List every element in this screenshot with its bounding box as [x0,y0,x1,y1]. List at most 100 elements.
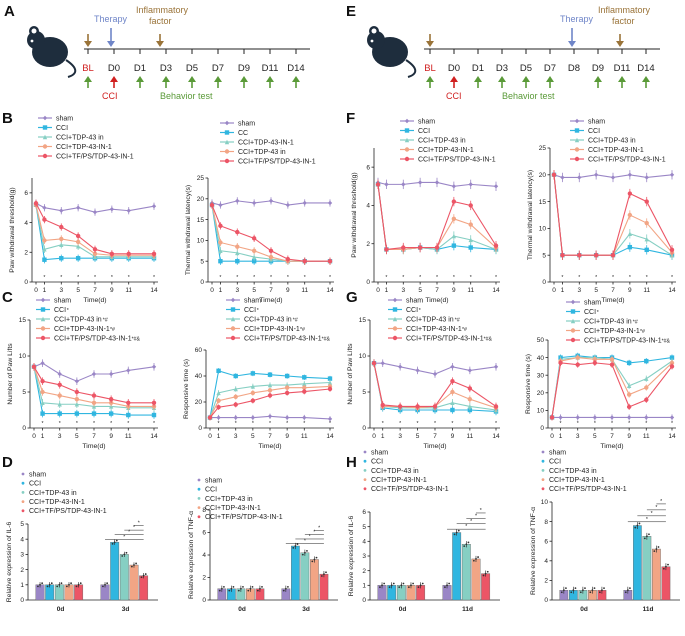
significance-mark: * [651,511,653,517]
legend-label: sham [238,120,255,127]
timeline-day-label: D0 [108,63,120,74]
data-point [251,248,257,253]
data-point [570,299,576,305]
data-point [626,360,632,366]
data-point [392,297,398,303]
data-point [218,202,223,208]
significance-mark: * [594,421,596,427]
series-line [374,362,497,375]
legend-label: sham [244,297,261,304]
data-point [467,404,473,409]
data-point [57,393,62,398]
data-point [267,388,273,393]
data-point [75,256,81,261]
legend-label: CCI [584,309,596,316]
legend-label: CCI+TF/PS/TDP-43-IN-1 [56,153,134,160]
series-line [33,366,154,416]
bar [129,564,139,601]
series-line [35,204,154,256]
data-point [302,375,307,380]
timeline-day-label: D9 [238,63,250,74]
y-tick-label: 2 [20,567,24,574]
significance-mark: * [253,275,255,281]
x-tick-label: 14 [150,433,158,440]
data-point [415,404,420,409]
data-dot [643,537,646,540]
data-dot [562,589,565,592]
data-point [216,405,221,410]
y-tick-label: 0 [540,425,544,432]
timeline-day-label: D1 [472,63,484,74]
data-point [108,397,114,402]
data-dot [113,541,116,544]
y-tick-label: 0 [362,425,366,432]
data-point [644,220,649,226]
data-dot [228,589,231,592]
legend-swatch [197,478,201,482]
y-tick-label: 0 [22,425,26,432]
data-point [450,379,455,384]
series-line [209,385,331,418]
significance-mark: * [402,275,404,281]
x-tick-label: 7 [268,433,272,440]
series-line [33,366,154,409]
data-point [40,379,45,384]
x-axis-title: Time(d) [83,297,106,304]
data-point [108,411,114,416]
mouse-icon [367,26,417,78]
x-tick-label: 5 [76,287,80,294]
y-tick-label: 6 [366,164,370,171]
legend: sham CCI CCI+TDP-43 in CCI+TDP-43-IN-1 CCI+T… [541,449,627,493]
legend-label: CCI+TF/PS/TDP-43-IN-1 [205,514,283,521]
data-point [644,358,649,364]
significance-mark: * [329,421,331,427]
bar [633,525,642,601]
y-tick-label: 0 [366,279,370,286]
data-point [669,355,675,360]
legend-label: CCI+TDP-43-IN-1 [56,144,112,151]
data-dot [259,587,261,590]
behavior-arrowhead [214,76,222,82]
legend-label: CCI+TDP-43 in [418,137,466,144]
data-dot [579,591,582,594]
data-point [669,360,675,366]
x-tick-label: 9 [452,287,456,294]
legend-swatch [21,500,25,503]
y-tick-label: 8 [544,519,548,526]
data-point [126,208,131,213]
significance-mark: * [646,275,648,281]
y-axis-title: Thermal withdrawal latency(s) [527,170,534,260]
data-point [42,247,47,252]
timeline-day-label: D14 [287,63,304,74]
data-point [451,184,457,189]
legend-label: CCI+TF/PS/TDP-43-IN-1 [406,335,484,342]
panel-letter-d: D [2,454,13,471]
timeline-day-label: D0 [448,63,460,74]
inflammatory-label-a-line1: Inflammatory [136,5,189,15]
data-point [592,357,598,362]
data-point [468,245,473,250]
data-dot [46,585,49,588]
data-dot [400,584,403,587]
significance-mark: * [270,275,272,281]
panel-letter-h: H [346,454,357,471]
data-point [575,362,580,367]
data-point [57,402,62,407]
legend-label: CCI+TF/PS/TDP-43-IN-1 [238,158,316,165]
category-label: 0d [57,606,65,613]
category-label: 11d [643,606,654,613]
legend-swatch [197,515,201,519]
data-dot [626,589,629,592]
data-point [627,231,633,236]
legend-label: CCI [205,487,217,494]
inflammatory-label-a-line2: factor [149,16,172,26]
data-dot [402,582,405,585]
x-axis-title: Time(d) [601,297,624,304]
legend-label: sham [588,118,605,125]
series-1 [551,170,675,260]
data-dot [570,591,573,594]
x-tick-label: 0 [372,433,376,440]
significance-mark: * [111,275,113,281]
x-axis-title: Time(d) [423,443,446,450]
